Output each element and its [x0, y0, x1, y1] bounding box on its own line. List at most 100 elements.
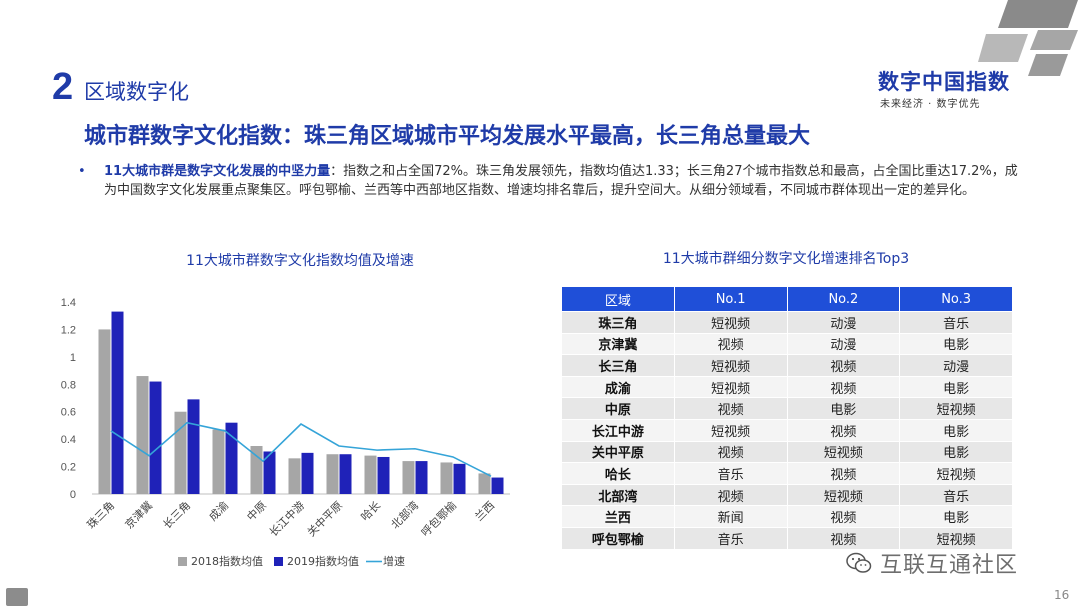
bar-2019: [415, 461, 428, 494]
table-row: 北部湾 视频 短视频 音乐: [561, 483, 1013, 507]
rank-cell: 短视频: [673, 311, 788, 334]
y-tick-label: 0: [70, 489, 76, 501]
legend-label: 2018指数均值: [191, 554, 263, 568]
table-row: 成渝 短视频 视频 电影: [561, 375, 1013, 399]
rank-cell: 短视频: [899, 462, 1013, 485]
legend-label: 增速: [383, 554, 405, 568]
table-title: 11大城市群细分数字文化增速排名Top3: [662, 251, 910, 267]
x-category-label: 北部湾: [388, 498, 421, 531]
bar-2018: [136, 376, 149, 494]
table-row: 兰西 新闻 视频 电影: [561, 505, 1013, 528]
bar-2018: [288, 458, 301, 494]
x-category-label: 呼包鄂榆: [418, 498, 459, 539]
rank-cell: 视频: [786, 375, 901, 399]
bar-2019: [339, 454, 352, 494]
bar-2018: [440, 462, 453, 494]
corner-logo-icon: [6, 588, 28, 606]
table-row: 中原 视频 电影 短视频: [561, 397, 1013, 420]
rank-cell: 短视频: [899, 526, 1013, 550]
legend-label: 2019指数均值: [287, 554, 359, 568]
region-cell: 京津冀: [561, 332, 675, 356]
y-tick-label: 0.8: [61, 379, 76, 391]
bullet-body: ：指数之和占全国72%。珠三角发展领先，指数均值达1.33；长三角27个城市指数…: [104, 164, 1018, 198]
region-cell: 长江中游: [561, 418, 675, 442]
bar-2019: [453, 463, 466, 494]
section-title: 区域数字化: [84, 80, 189, 104]
bar-2018: [326, 454, 339, 494]
rank-cell: 音乐: [899, 311, 1013, 334]
bar-2019: [187, 399, 200, 494]
rank-cell: 动漫: [786, 332, 901, 356]
bar-line-chart: 0 0.2 0.4 0.6 0.8 1 1.2 1.4 珠三角 京津冀 长三角 成渝 中原长江中游关中平…: [61, 297, 510, 568]
bar-2019: [225, 422, 238, 494]
rank-cell: 短视频: [673, 375, 788, 399]
x-category-label: 长江中游: [267, 499, 307, 539]
page-headline: 城市群数字文化指数：珠三角区域城市平均发展水平最高，长三角总量最大: [84, 124, 811, 149]
x-category-label: 关中平原: [304, 498, 345, 539]
table-row: 京津冀 视频 动漫 电影: [561, 332, 1013, 356]
rank-cell: 电影: [899, 375, 1013, 399]
bar-2018: [174, 411, 187, 494]
bar-2018: [212, 429, 225, 494]
x-category-label: 珠三角: [84, 498, 117, 531]
page-number: 16: [1054, 588, 1070, 602]
region-cell: 北部湾: [561, 483, 675, 507]
brand-slogan: 未来经济 · 数字优先: [880, 99, 981, 110]
bar-2019: [491, 477, 504, 494]
x-category-label: 哈长: [358, 499, 383, 524]
rank-cell: 电影: [899, 505, 1013, 528]
rank-cell: 视频: [673, 440, 788, 464]
y-tick-label: 1.4: [61, 297, 76, 309]
bullet-paragraph: • 11大城市群是数字文化发展的中坚力量：指数之和占全国72%。珠三角发展领先，…: [78, 162, 1022, 200]
region-cell: 长三角: [561, 354, 675, 377]
y-tick-label: 1.2: [61, 324, 76, 336]
bar-2019: [263, 451, 276, 494]
corner-decoration: [978, 0, 1078, 76]
y-tick-label: 0.2: [61, 462, 76, 474]
wechat-icon: [846, 552, 872, 573]
region-cell: 成渝: [561, 375, 675, 399]
bar-2019: [111, 311, 124, 494]
table-header-row: 区域 No.1 No.2 No.3: [561, 286, 1013, 312]
rank-cell: 电影: [899, 440, 1013, 464]
rank-cell: 视频: [786, 354, 901, 377]
rank-cell: 电影: [786, 397, 901, 420]
rank-cell: 动漫: [786, 311, 901, 334]
x-category-label: 兰西: [472, 499, 497, 524]
table-row: 呼包鄂榆 音乐 视频 短视频: [561, 526, 1013, 550]
table-header-cell: No.1: [673, 286, 788, 312]
rank-cell: 电影: [899, 418, 1013, 442]
rank-cell: 音乐: [673, 462, 788, 485]
rank-cell: 音乐: [673, 526, 788, 550]
region-cell: 哈长: [561, 462, 675, 485]
bullet-lead: 11大城市群是数字文化发展的中坚力量: [104, 164, 331, 179]
x-category-label: 京津冀: [122, 498, 155, 531]
y-tick-label: 0.4: [61, 434, 76, 446]
rank-cell: 视频: [786, 462, 901, 485]
bar-2018: [478, 473, 491, 494]
table-row: 珠三角 短视频 动漫 音乐: [561, 311, 1013, 334]
rank-cell: 视频: [673, 332, 788, 356]
chart-title: 11大城市群数字文化指数均值及增速: [186, 253, 414, 269]
rank-cell: 新闻: [673, 505, 788, 528]
legend-swatch: [274, 557, 283, 566]
growth-line: [110, 421, 492, 477]
x-category-label: 中原: [244, 499, 269, 524]
watermark-text: 互联互通社区: [880, 553, 1019, 578]
bar-2019: [149, 381, 162, 494]
region-cell: 呼包鄂榆: [561, 526, 675, 550]
bar-2018: [98, 329, 111, 494]
section-number: 2: [52, 66, 74, 108]
brand-logo-text: 数字中国指数: [878, 70, 1010, 94]
legend-swatch: [178, 557, 187, 566]
region-cell: 珠三角: [561, 311, 675, 334]
rank-cell: 电影: [899, 332, 1013, 356]
rank-cell: 视频: [673, 397, 788, 420]
bullet-dot-icon: •: [78, 164, 86, 179]
region-cell: 关中平原: [561, 440, 675, 464]
bar-2019: [301, 452, 314, 494]
rank-cell: 短视频: [673, 354, 788, 377]
rank-cell: 视频: [786, 505, 901, 528]
bar-2018: [364, 455, 377, 494]
rank-cell: 短视频: [673, 418, 788, 442]
